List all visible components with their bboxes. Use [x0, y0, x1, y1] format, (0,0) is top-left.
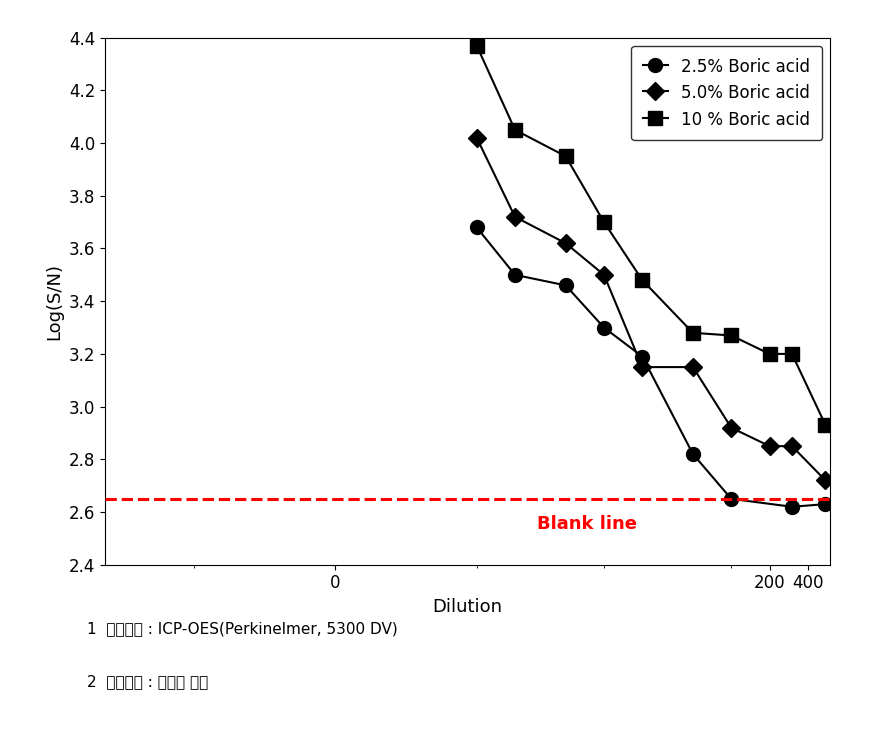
10 % Boric acid — [726, 331, 737, 340]
10 % Boric acid — [637, 276, 648, 285]
10 % Boric acid — [560, 152, 571, 161]
2.5% Boric acid — [637, 352, 648, 361]
5.0% Boric acid — [599, 270, 609, 279]
2.5% Boric acid — [688, 450, 698, 459]
Line: 5.0% Boric acid: 5.0% Boric acid — [470, 132, 832, 486]
5.0% Boric acid — [688, 363, 698, 372]
10 % Boric acid — [688, 328, 698, 337]
2.5% Boric acid — [726, 495, 737, 504]
Text: 2  운반기체 : 아르콘 가스: 2 운반기체 : 아르콘 가스 — [87, 674, 209, 689]
2.5% Boric acid — [820, 500, 830, 509]
5.0% Boric acid — [726, 423, 737, 432]
Line: 10 % Boric acid: 10 % Boric acid — [469, 38, 832, 432]
X-axis label: Dilution: Dilution — [433, 598, 503, 616]
Text: 1  분석기기 : ICP-OES(Perkinelmer, 5300 DV): 1 분석기기 : ICP-OES(Perkinelmer, 5300 DV) — [87, 621, 399, 636]
10 % Boric acid — [471, 41, 482, 50]
5.0% Boric acid — [820, 476, 830, 485]
Line: 2.5% Boric acid: 2.5% Boric acid — [469, 221, 832, 514]
5.0% Boric acid — [560, 239, 571, 248]
5.0% Boric acid — [471, 133, 482, 142]
10 % Boric acid — [787, 349, 797, 358]
2.5% Boric acid — [560, 281, 571, 290]
2.5% Boric acid — [510, 270, 520, 279]
10 % Boric acid — [820, 420, 830, 429]
10 % Boric acid — [599, 218, 609, 227]
5.0% Boric acid — [510, 212, 520, 221]
5.0% Boric acid — [787, 441, 797, 450]
2.5% Boric acid — [599, 323, 609, 332]
2.5% Boric acid — [471, 223, 482, 232]
10 % Boric acid — [765, 349, 775, 358]
10 % Boric acid — [510, 126, 520, 135]
Legend: 2.5% Boric acid, 5.0% Boric acid, 10 % Boric acid: 2.5% Boric acid, 5.0% Boric acid, 10 % B… — [631, 46, 822, 141]
Text: Blank line: Blank line — [538, 515, 637, 532]
5.0% Boric acid — [637, 363, 648, 372]
Y-axis label: Log(S/N): Log(S/N) — [45, 263, 63, 340]
2.5% Boric acid — [787, 502, 797, 511]
5.0% Boric acid — [765, 441, 775, 450]
